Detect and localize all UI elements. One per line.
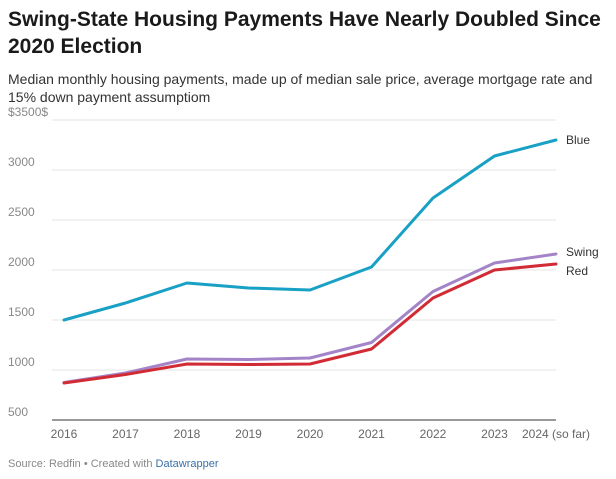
y-tick-label: 1500 xyxy=(8,305,35,319)
created-with-note: Created with xyxy=(90,458,156,470)
datawrapper-link[interactable]: Datawrapper xyxy=(155,458,219,470)
x-tick-label: 2019 xyxy=(235,427,262,441)
footer-separator: • xyxy=(80,458,91,470)
series-label-red: Red xyxy=(566,264,588,278)
x-tick-label: 2022 xyxy=(420,427,447,441)
x-tick-label: 2023 xyxy=(481,427,508,441)
series-line-swing xyxy=(62,252,558,384)
series-label-swing: Swing xyxy=(566,245,599,259)
chart-footer: Source: Redfin • Created with Datawrappe… xyxy=(8,458,219,470)
series-line-red xyxy=(62,262,558,385)
series-label-blue: Blue xyxy=(566,133,590,147)
y-tick-label: 1000 xyxy=(8,355,35,369)
y-tick-label: 2500 xyxy=(8,205,35,219)
x-tick-label: 2021 xyxy=(358,427,385,441)
x-tick-label: 2017 xyxy=(112,427,139,441)
source-note: Source: Redfin xyxy=(8,458,81,470)
x-tick-label: 2016 xyxy=(51,427,78,441)
x-tick-label: 2024 (so far) xyxy=(522,427,590,441)
chart-title: Swing-State Housing Payments Have Nearly… xyxy=(8,8,601,58)
y-tick-label: 500 xyxy=(8,405,28,419)
series-line-blue xyxy=(62,138,558,322)
y-tick-label: $3500$ xyxy=(8,105,48,119)
x-tick-label: 2020 xyxy=(297,427,324,441)
y-tick-label: 3000 xyxy=(8,155,35,169)
x-tick-label: 2018 xyxy=(174,427,201,441)
y-tick-label: 2000 xyxy=(8,255,35,269)
chart-subtitle: Median monthly housing payments, made up… xyxy=(8,71,593,105)
